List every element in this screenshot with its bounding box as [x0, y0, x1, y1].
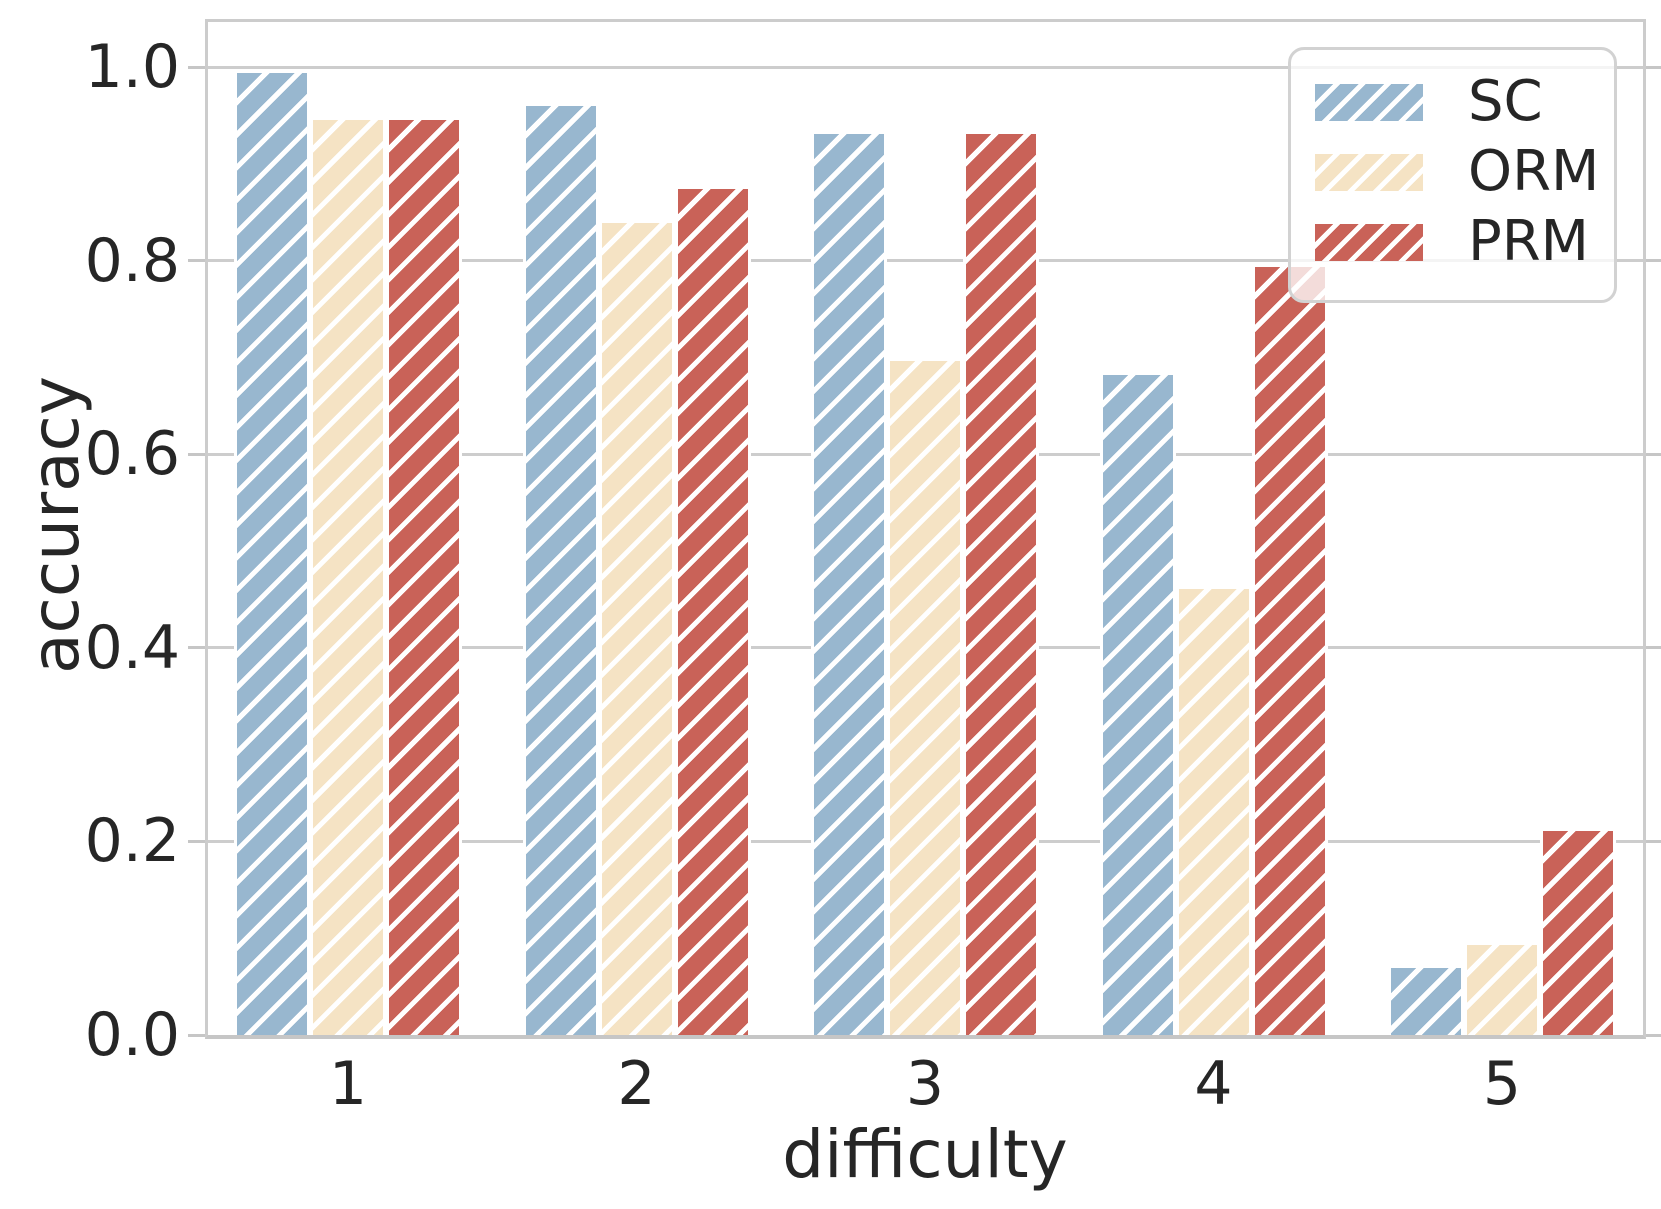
legend-item: SC: [1315, 74, 1604, 130]
legend-swatch-prm: [1315, 223, 1423, 261]
legend-item: ORM: [1315, 144, 1604, 200]
y-tick-mark: [188, 65, 205, 69]
bar-orm-difficulty-4: [1175, 586, 1252, 1035]
y-tick-mark: [188, 1033, 205, 1037]
x-tick-label: 2: [617, 1049, 656, 1119]
bar-sc-difficulty-5: [1388, 965, 1464, 1035]
y-tick-mark: [1646, 452, 1661, 456]
y-tick-mark: [188, 839, 205, 843]
legend-swatch-sc: [1315, 83, 1423, 121]
bar-orm-difficulty-1: [310, 117, 386, 1035]
y-tick-mark: [1646, 839, 1661, 843]
y-tick-mark: [188, 259, 205, 263]
bar-prm-difficulty-2: [674, 186, 751, 1035]
y-tick-mark: [188, 646, 205, 650]
legend-label: PRM: [1468, 209, 1589, 274]
bar-prm-difficulty-5: [1540, 828, 1616, 1035]
bar-sc-difficulty-4: [1099, 372, 1176, 1035]
bar-prm-difficulty-4: [1251, 264, 1328, 1035]
y-tick-mark: [1646, 1033, 1661, 1037]
legend-label: ORM: [1468, 139, 1600, 204]
bar-orm-difficulty-3: [887, 358, 963, 1035]
y-tick-mark: [1646, 646, 1661, 650]
y-tick-mark: [188, 452, 205, 456]
legend-swatch-orm: [1315, 153, 1423, 191]
legend: SC ORM PRM: [1288, 47, 1617, 303]
y-tick-label: 1.0: [84, 32, 180, 102]
y-axis-title: accuracy: [17, 376, 94, 674]
bar-orm-difficulty-5: [1464, 942, 1540, 1035]
x-tick-label: 1: [328, 1049, 368, 1119]
x-tick-label: 3: [905, 1049, 945, 1119]
legend-item: PRM: [1315, 214, 1604, 270]
x-axis-title: difficulty: [782, 1116, 1068, 1193]
gridline: [208, 65, 1643, 69]
bar-prm-difficulty-1: [386, 117, 462, 1035]
bar-sc-difficulty-2: [522, 103, 599, 1035]
x-tick-label: 4: [1194, 1049, 1233, 1119]
gridline: [208, 259, 1643, 263]
y-tick-label: 0.0: [84, 1000, 180, 1070]
y-tick-label: 0.6: [84, 419, 180, 490]
bar-prm-difficulty-3: [963, 131, 1039, 1035]
y-tick-label: 0.4: [84, 612, 180, 683]
y-tick-label: 0.2: [84, 806, 180, 877]
y-tick-mark: [1646, 65, 1661, 69]
bar-sc-difficulty-3: [811, 131, 887, 1035]
y-tick-mark: [1646, 259, 1661, 263]
x-tick-label: 5: [1482, 1049, 1522, 1119]
y-tick-label: 0.8: [84, 225, 180, 296]
legend-label: SC: [1468, 69, 1543, 134]
bar-orm-difficulty-2: [598, 220, 675, 1035]
bar-sc-difficulty-1: [234, 70, 310, 1035]
